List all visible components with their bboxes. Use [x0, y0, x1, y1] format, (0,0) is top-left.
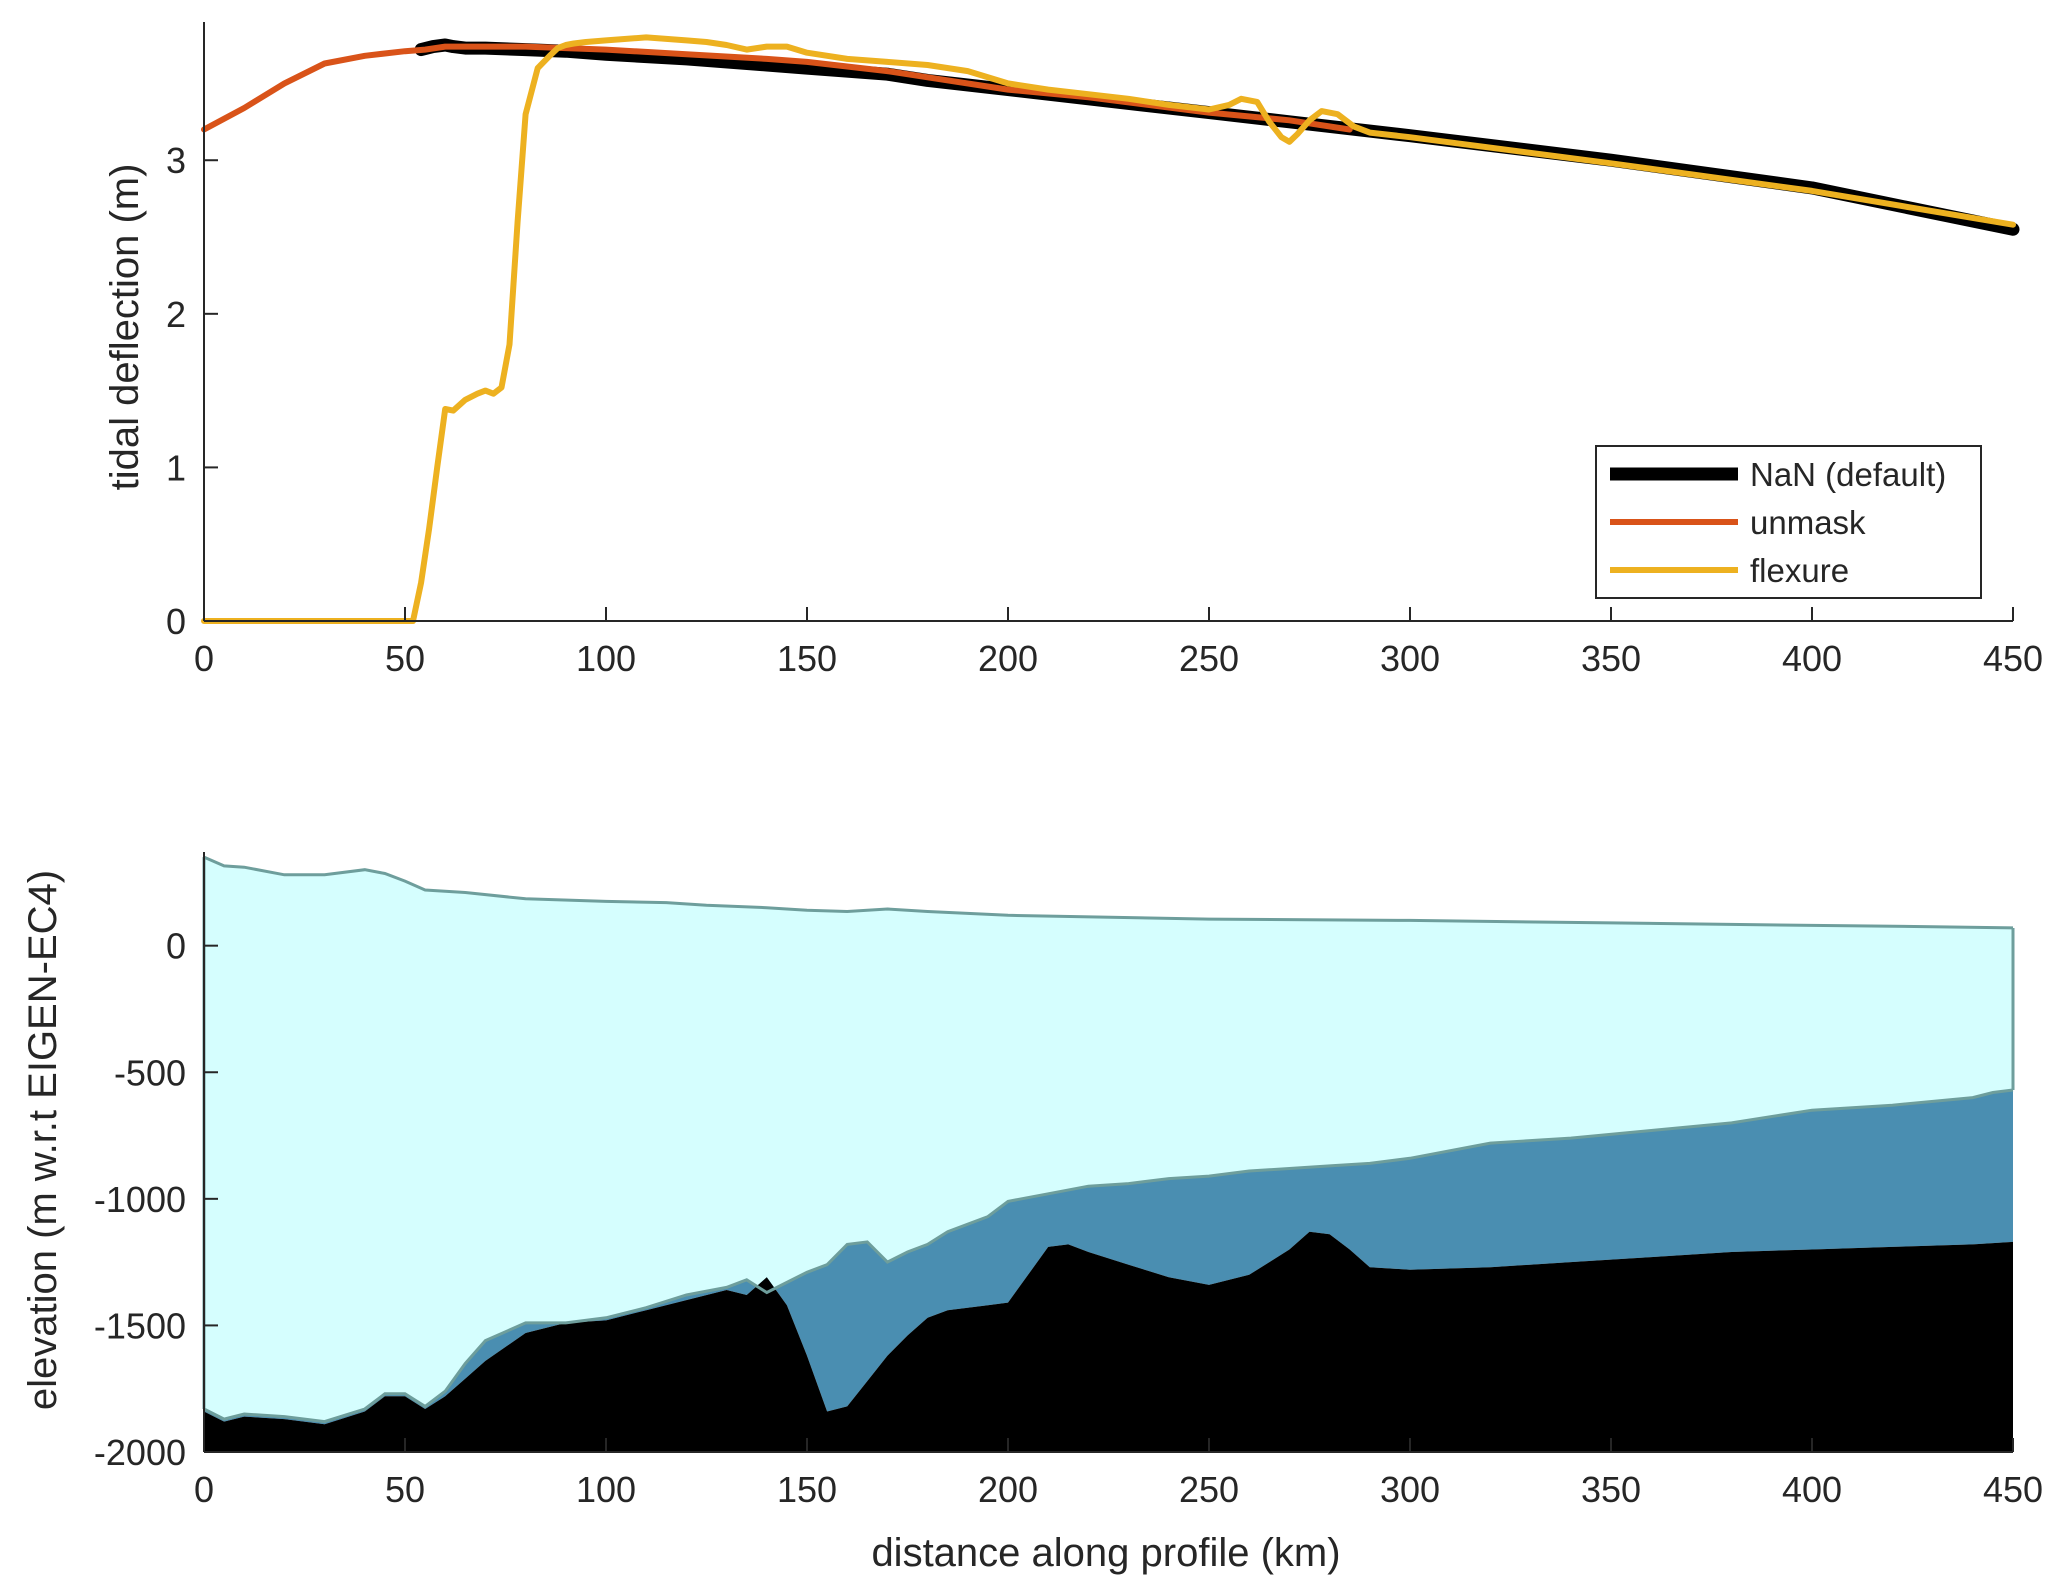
ice-surface-line	[203, 855, 2014, 930]
ocean-cavity-area	[204, 1090, 2013, 1425]
bottom-x-tick-label: 450	[1983, 1469, 2043, 1510]
bottom-x-tick-label: 350	[1581, 1469, 1641, 1510]
bottom-y-tick-label: -500	[114, 1052, 186, 1093]
bottom-x-tick-label: 100	[576, 1469, 636, 1510]
bottom-x-tick-label: 150	[777, 1469, 837, 1510]
bottom-x-tick-label: 300	[1380, 1469, 1440, 1510]
bottom-y-tick-label: -1000	[94, 1179, 186, 1220]
bottom-x-tick-label: 250	[1179, 1469, 1239, 1510]
top-x-tick-label: 450	[1983, 638, 2043, 679]
top-x-tick-label: 400	[1782, 638, 1842, 679]
bottom-x-tick-label: 200	[978, 1469, 1038, 1510]
top-x-tick-label: 50	[385, 638, 425, 679]
legend-label-nan-default: NaN (default)	[1750, 456, 1946, 493]
bottom-x-tick-label: 400	[1782, 1469, 1842, 1510]
top-x-tick-label: 100	[576, 638, 636, 679]
elevation-profile-plot: 0 50 100 150 200 250 300 350 400 450 0 -500 -1000 -15…	[21, 852, 2043, 1575]
bottom-y-tick-label: -1500	[94, 1305, 186, 1346]
top-x-tick-label: 150	[777, 638, 837, 679]
legend: NaN (default) unmask flexure	[1595, 445, 1982, 599]
top-x-tick-label: 250	[1179, 638, 1239, 679]
top-x-tick-label: 350	[1581, 638, 1641, 679]
top-x-tick-label: 200	[978, 638, 1038, 679]
deflection-series-group	[201, 34, 2020, 624]
top-tick-labels: 0 50 100 150 200 250 300 350 400 450 0 1 2 3	[166, 140, 2043, 679]
bottom-y-tick-label: 0	[166, 926, 186, 967]
top-x-tick-label: 0	[194, 638, 214, 679]
ice-shelf-area	[204, 857, 2013, 1422]
bottom-y-tick-label: -2000	[94, 1432, 186, 1473]
bottom-x-axis-title: distance along profile (km)	[871, 1531, 1340, 1575]
bottom-x-tick-label: 50	[385, 1469, 425, 1510]
top-y-tick-label: 0	[166, 601, 186, 642]
top-y-tick-label: 1	[166, 447, 186, 488]
top-y-tick-label: 2	[166, 294, 186, 335]
bottom-tick-labels: 0 50 100 150 200 250 300 350 400 450 0 -500 -1000 -15…	[94, 926, 2043, 1510]
elevation-fills-group	[202, 855, 2015, 1452]
legend-label-unmask: unmask	[1750, 504, 1866, 541]
top-axes	[203, 22, 2014, 622]
ice-base-line	[203, 1088, 2014, 1424]
top-y-axis-title: tidal deflection (m)	[103, 164, 147, 491]
top-y-tick-label: 3	[166, 140, 186, 181]
bedrock-area	[204, 1231, 2013, 1452]
bottom-x-tick-label: 0	[194, 1469, 214, 1510]
bottom-y-axis-title: elevation (m w.r.t EIGEN-EC4)	[21, 870, 65, 1410]
legend-label-flexure: flexure	[1750, 552, 1849, 589]
series-line-flexure	[201, 34, 2016, 624]
top-x-tick-label: 300	[1380, 638, 1440, 679]
tidal-deflection-plot: 0 50 100 150 200 250 300 350 400 450 0 1 2 3 tidal de…	[103, 22, 2043, 679]
bottom-axes	[203, 852, 2014, 1453]
